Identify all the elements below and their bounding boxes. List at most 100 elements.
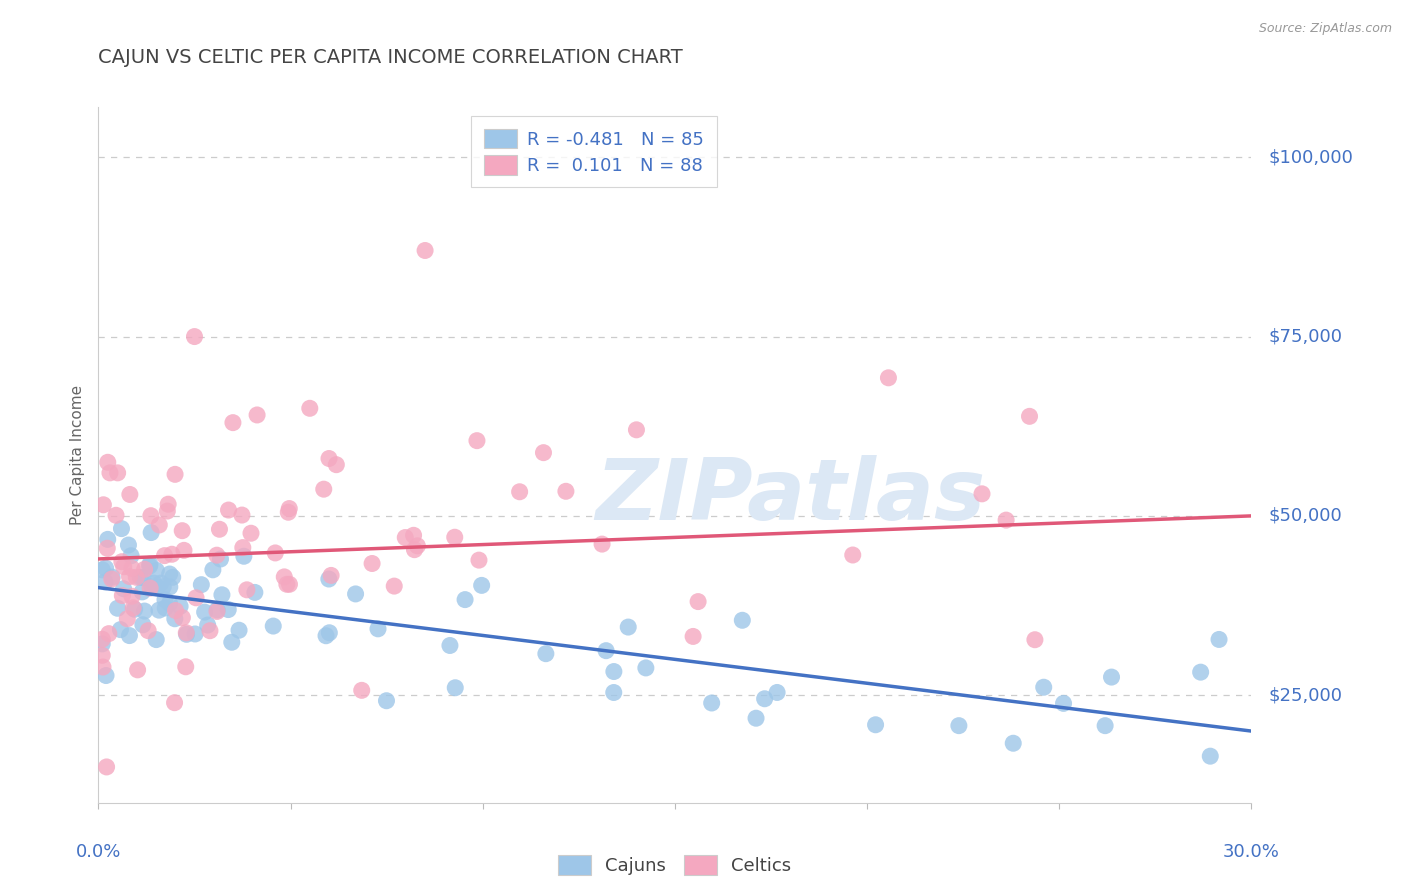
Point	[262, 619, 284, 633]
Point	[105, 508, 128, 523]
Point	[995, 513, 1018, 527]
Point	[174, 660, 197, 674]
Point	[91, 563, 114, 577]
Point	[350, 683, 373, 698]
Point	[159, 596, 181, 610]
Point	[205, 548, 228, 562]
Point	[107, 601, 129, 615]
Point	[145, 632, 167, 647]
Point	[96, 541, 118, 556]
Point	[111, 589, 134, 603]
Point	[232, 549, 254, 564]
Point	[96, 760, 118, 774]
Point	[865, 718, 887, 732]
Point	[240, 526, 263, 541]
Point	[443, 530, 465, 544]
Point	[842, 548, 865, 562]
Point	[276, 577, 298, 591]
Point	[159, 580, 181, 594]
Point	[766, 685, 789, 699]
Point	[93, 498, 115, 512]
Point	[1032, 680, 1054, 694]
Text: $75,000: $75,000	[1268, 327, 1343, 345]
Point	[228, 624, 250, 638]
Point	[278, 501, 301, 516]
Point	[509, 484, 531, 499]
Point	[1024, 632, 1046, 647]
Point	[700, 696, 723, 710]
Point	[100, 572, 122, 586]
Point	[169, 599, 191, 614]
Point	[361, 557, 384, 571]
Point	[165, 603, 187, 617]
Point	[141, 580, 163, 594]
Point	[134, 562, 156, 576]
Point	[194, 605, 217, 619]
Point	[404, 542, 426, 557]
Point	[468, 553, 491, 567]
Point	[264, 546, 287, 560]
Point	[184, 627, 207, 641]
Point	[139, 557, 162, 571]
Point	[97, 533, 120, 547]
Point	[375, 694, 398, 708]
Point	[139, 508, 162, 523]
Point	[325, 458, 347, 472]
Point	[218, 503, 240, 517]
Point	[91, 637, 114, 651]
Point	[118, 629, 141, 643]
Point	[243, 585, 266, 599]
Point	[413, 244, 436, 258]
Point	[444, 681, 467, 695]
Point	[190, 577, 212, 591]
Point	[111, 555, 134, 569]
Point	[617, 620, 640, 634]
Point	[205, 604, 228, 618]
Point	[232, 541, 254, 555]
Point	[97, 455, 120, 469]
Y-axis label: Per Capita Income: Per Capita Income	[70, 384, 86, 525]
Point	[172, 610, 194, 624]
Point	[153, 592, 176, 607]
Point	[139, 581, 162, 595]
Point	[1002, 736, 1025, 750]
Point	[211, 588, 233, 602]
Point	[970, 487, 993, 501]
Point	[117, 612, 139, 626]
Point	[595, 643, 617, 657]
Point	[198, 624, 221, 638]
Point	[201, 563, 224, 577]
Point	[731, 613, 754, 627]
Point	[91, 648, 114, 663]
Point	[273, 570, 295, 584]
Point	[131, 585, 153, 599]
Point	[626, 423, 648, 437]
Point	[155, 601, 177, 615]
Point	[94, 668, 117, 682]
Point	[315, 629, 337, 643]
Point	[134, 604, 156, 618]
Point	[217, 602, 239, 616]
Point	[107, 466, 129, 480]
Point	[209, 552, 232, 566]
Point	[533, 445, 555, 459]
Point	[278, 577, 301, 591]
Point	[160, 547, 183, 561]
Point	[1101, 670, 1123, 684]
Point	[682, 629, 704, 643]
Point	[142, 576, 165, 591]
Point	[117, 538, 139, 552]
Point	[318, 451, 340, 466]
Point	[208, 522, 231, 536]
Point	[688, 594, 710, 608]
Point	[534, 647, 557, 661]
Point	[157, 497, 180, 511]
Point	[236, 582, 259, 597]
Point	[132, 571, 155, 585]
Point	[1189, 665, 1212, 680]
Point	[121, 561, 143, 575]
Text: $50,000: $50,000	[1268, 507, 1341, 524]
Point	[146, 581, 169, 595]
Point	[221, 635, 243, 649]
Point	[344, 587, 367, 601]
